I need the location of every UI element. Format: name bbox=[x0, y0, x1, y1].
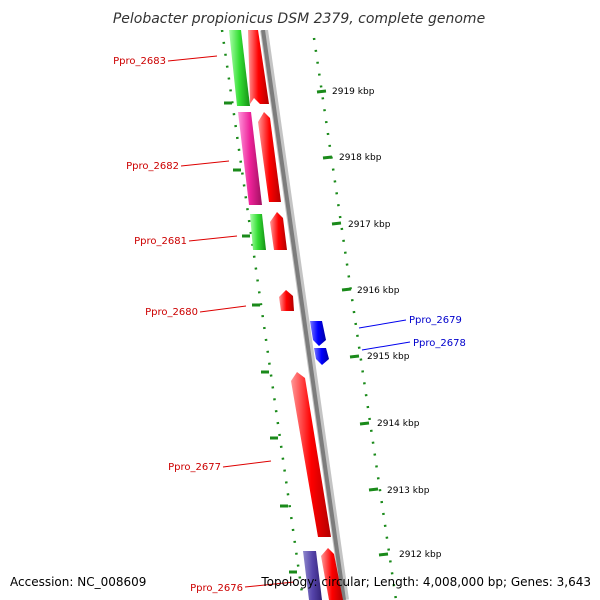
leader-line bbox=[222, 460, 272, 468]
label-ppro-2676[interactable]: Ppro_2676 bbox=[190, 581, 295, 594]
tick-group-2918: 2918 kbp bbox=[322, 153, 382, 163]
gene-label-ppro-2682[interactable]: Ppro_2682 bbox=[126, 161, 179, 172]
tick-group-2915: 2915 kbp bbox=[349, 352, 410, 362]
gene-arrow-ppro-2681[interactable] bbox=[270, 212, 287, 250]
gene-arrow-ppro-2678[interactable] bbox=[314, 348, 329, 365]
gene-arrow-ppro-2677[interactable] bbox=[291, 372, 331, 537]
cog-band-ppro-2681 bbox=[250, 214, 266, 250]
topology-text: Topology: circular; Length: 4,008,000 bp… bbox=[260, 575, 591, 589]
gene-arrow-ppro-2682[interactable] bbox=[258, 112, 281, 202]
gene-label-ppro-2676[interactable]: Ppro_2676 bbox=[190, 583, 243, 594]
tick-mark bbox=[368, 487, 379, 492]
gene-label-ppro-2679[interactable]: Ppro_2679 bbox=[409, 315, 462, 326]
tick-mark bbox=[316, 89, 327, 94]
gene-label-ppro-2678[interactable]: Ppro_2678 bbox=[413, 338, 466, 349]
map-title: Pelobacter propionicus DSM 2379, complet… bbox=[113, 11, 485, 27]
label-ppro-2677[interactable]: Ppro_2677 bbox=[168, 460, 272, 473]
tick-label-2918: 2918 kbp bbox=[339, 153, 382, 163]
label-ppro-2680[interactable]: Ppro_2680 bbox=[145, 305, 247, 318]
tick-group-2913: 2913 kbp bbox=[368, 486, 430, 496]
leader-line bbox=[167, 55, 218, 62]
gene-arrow-ppro-2676[interactable] bbox=[321, 548, 343, 600]
tick-label-2912: 2912 kbp bbox=[399, 550, 442, 560]
tick-mark bbox=[349, 354, 360, 359]
label-ppro-2681[interactable]: Ppro_2681 bbox=[134, 235, 238, 247]
tick-mark bbox=[341, 287, 352, 292]
tick-group-2914: 2914 kbp bbox=[359, 419, 420, 429]
leader-line bbox=[188, 235, 238, 242]
gene-label-ppro-2677[interactable]: Ppro_2677 bbox=[168, 462, 221, 473]
tick-label-2916: 2916 kbp bbox=[357, 286, 400, 296]
tick-mark bbox=[378, 552, 389, 557]
tick-mark bbox=[359, 421, 370, 426]
tick-group-2912: 2912 kbp bbox=[378, 550, 442, 560]
gene-label-ppro-2681[interactable]: Ppro_2681 bbox=[134, 236, 187, 247]
tick-label-2917: 2917 kbp bbox=[348, 220, 391, 230]
leader-line bbox=[199, 305, 247, 313]
genome-backbone bbox=[261, 30, 346, 600]
cog-band-ppro-2683 bbox=[229, 30, 250, 106]
accession-text: Accession: NC_008609 bbox=[10, 575, 146, 589]
leader-line bbox=[180, 160, 230, 167]
label-ppro-2683[interactable]: Ppro_2683 bbox=[113, 55, 218, 67]
tick-group-2919: 2919 kbp bbox=[316, 87, 375, 97]
gene-label-ppro-2683[interactable]: Ppro_2683 bbox=[113, 56, 166, 67]
tick-label-2915: 2915 kbp bbox=[367, 352, 410, 362]
gene-arrow-ppro-2680[interactable] bbox=[279, 290, 294, 311]
tick-group-2917: 2917 kbp bbox=[331, 220, 391, 230]
tick-label-2913: 2913 kbp bbox=[387, 486, 430, 496]
leader-line bbox=[358, 319, 407, 329]
cog-band-ppro-2682 bbox=[238, 112, 262, 205]
leader-line bbox=[361, 341, 411, 351]
label-ppro-2679[interactable]: Ppro_2679 bbox=[358, 315, 462, 329]
tick-label-2919: 2919 kbp bbox=[332, 87, 375, 97]
gene-arrow-ppro-2683[interactable] bbox=[248, 30, 269, 104]
leader-line bbox=[244, 581, 295, 588]
tick-mark bbox=[322, 155, 333, 160]
tick-label-2914: 2914 kbp bbox=[377, 419, 420, 429]
gene-label-ppro-2680[interactable]: Ppro_2680 bbox=[145, 307, 198, 318]
cog-band-ppro-2676 bbox=[303, 551, 322, 600]
label-ppro-2682[interactable]: Ppro_2682 bbox=[126, 160, 230, 172]
gene-arrow-ppro-2679[interactable] bbox=[310, 321, 326, 346]
label-ppro-2678[interactable]: Ppro_2678 bbox=[361, 338, 466, 351]
tick-mark bbox=[331, 221, 342, 226]
tick-group-2916: 2916 kbp bbox=[341, 286, 400, 296]
